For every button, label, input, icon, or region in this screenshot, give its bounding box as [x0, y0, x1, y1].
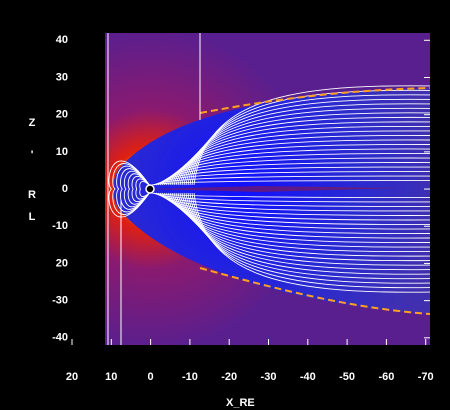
- y-tick-label: 40: [56, 34, 68, 46]
- field-line: [167, 192, 431, 234]
- y-tick-label: 0: [62, 183, 68, 195]
- x-tick-label: -20: [221, 371, 237, 383]
- field-line: [169, 192, 431, 239]
- y-axis-label: R: [28, 189, 36, 201]
- field-line: [108, 160, 151, 190]
- x-tick-label: -30: [261, 371, 277, 383]
- field-line: [187, 192, 431, 280]
- y-tick-label: 10: [56, 146, 68, 158]
- x-tick-label: 20: [66, 371, 78, 383]
- y-tick-label: 20: [56, 257, 68, 269]
- x-tick-label: -70: [418, 371, 434, 383]
- x-tick-label: 0: [148, 371, 154, 383]
- field-line: [173, 130, 431, 186]
- field-line: [189, 192, 431, 284]
- field-line: [175, 125, 431, 186]
- field-line: [167, 144, 431, 186]
- field-line: [183, 107, 431, 186]
- field-line: [171, 134, 431, 186]
- x-axis-label: X_RE: [226, 397, 255, 409]
- x-tick-label: 10: [105, 371, 117, 383]
- field-line: [181, 192, 431, 266]
- y-tick-label: 30: [56, 71, 68, 83]
- field-line: [179, 116, 431, 186]
- y-tick-label: -40: [52, 332, 68, 344]
- field-line: [173, 192, 431, 248]
- field-line: [191, 89, 431, 186]
- boundary: [199, 87, 431, 114]
- x-tick-label: -40: [300, 371, 316, 383]
- x-tick-label: -10: [182, 371, 198, 383]
- field-line: [175, 192, 431, 253]
- y-axis-label: Z: [29, 117, 36, 129]
- y-axis-label: L: [29, 211, 36, 223]
- field-line: [177, 121, 431, 186]
- y-tick-label: 20: [56, 109, 68, 121]
- field-line: [189, 94, 431, 186]
- x-tick-label: -60: [378, 371, 394, 383]
- field-line: [165, 148, 431, 186]
- field-line: [185, 192, 431, 275]
- field-line: [177, 192, 431, 257]
- x-tick-label: -50: [339, 371, 355, 383]
- field-line: [193, 192, 431, 293]
- field-line: [183, 192, 431, 271]
- field-line: [179, 192, 431, 262]
- field-lines: [108, 85, 431, 293]
- field-line: [169, 139, 431, 186]
- field-line: [181, 112, 431, 186]
- y-tick-label: -10: [52, 220, 68, 232]
- y-tick-label: -30: [52, 295, 68, 307]
- field-line: [191, 192, 431, 289]
- field-line: [187, 98, 431, 186]
- planet: [145, 184, 155, 194]
- y-axis-label: ': [31, 149, 34, 161]
- field-line: [171, 192, 431, 244]
- current-sheet: [150, 186, 400, 192]
- field-line: [193, 85, 431, 186]
- field-line: [185, 103, 431, 186]
- field-line: [165, 192, 431, 230]
- field-line: [108, 188, 151, 218]
